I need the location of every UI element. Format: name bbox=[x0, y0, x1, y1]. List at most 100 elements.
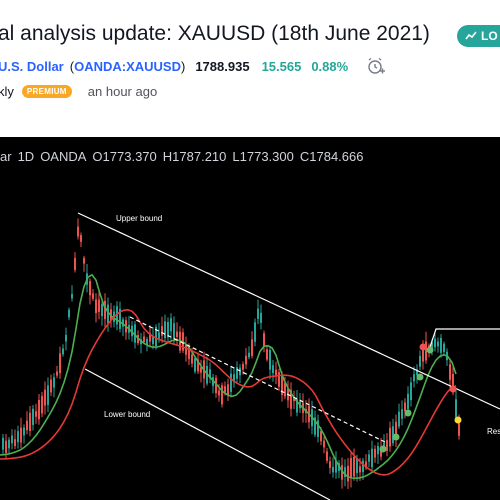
candle-body bbox=[158, 332, 160, 339]
dashed-trendline bbox=[129, 316, 386, 443]
low-value: 1773.300 bbox=[239, 149, 294, 164]
candle-body bbox=[143, 336, 145, 343]
legend-exchange: OANDA bbox=[40, 149, 87, 164]
last-price: 1788.935 bbox=[195, 58, 250, 74]
low-label: L bbox=[232, 149, 240, 164]
candle-body bbox=[374, 448, 376, 458]
candle-body bbox=[161, 326, 163, 336]
buy-signal-dot bbox=[416, 373, 424, 381]
candle-body bbox=[236, 367, 238, 379]
candle-body bbox=[149, 333, 151, 342]
candle-body bbox=[398, 411, 400, 427]
candle-body bbox=[401, 409, 403, 419]
close-value: 1784.666 bbox=[309, 149, 364, 164]
lower-bound-label: Lower bound bbox=[104, 410, 150, 419]
candle-body bbox=[200, 367, 202, 373]
candle-body bbox=[107, 304, 109, 324]
price-change-percent: 0.88% bbox=[311, 58, 349, 74]
legend-close: C1784.666 bbox=[300, 149, 364, 164]
sma-slow-line bbox=[0, 308, 457, 476]
author-name[interactable]: kly bbox=[0, 84, 14, 99]
candle-body bbox=[155, 326, 157, 347]
symbol-name-link[interactable]: U.S. Dollar bbox=[0, 58, 64, 74]
candle-body bbox=[257, 308, 259, 319]
candle-body bbox=[344, 467, 346, 477]
legend-low: L1773.300 bbox=[232, 149, 293, 164]
candle-body bbox=[422, 349, 424, 362]
candle-body bbox=[77, 226, 79, 237]
candle-body bbox=[233, 374, 235, 383]
resistance-label: Res bbox=[487, 427, 500, 436]
resistance-line bbox=[429, 328, 500, 348]
candle-body bbox=[296, 399, 298, 413]
candle-body bbox=[221, 385, 223, 405]
candle-body bbox=[320, 431, 322, 442]
open-value: 1773.370 bbox=[102, 149, 157, 164]
candle-body bbox=[26, 420, 28, 431]
candle-body bbox=[356, 458, 358, 474]
candle-body bbox=[62, 348, 64, 355]
candle-body bbox=[278, 372, 280, 387]
candle-body bbox=[50, 379, 52, 393]
candle-body bbox=[152, 336, 154, 345]
sell-signal-dot bbox=[419, 343, 427, 351]
candle-body bbox=[230, 373, 232, 392]
candle-body bbox=[11, 435, 13, 444]
candle-body bbox=[245, 355, 247, 365]
candle-body bbox=[146, 339, 148, 346]
candle-body bbox=[395, 421, 397, 438]
candle-body bbox=[191, 354, 193, 364]
candle-body bbox=[215, 377, 217, 394]
ticker-link[interactable]: OANDA:XAUUSD bbox=[74, 58, 181, 74]
candle-body bbox=[281, 375, 283, 396]
candle-body bbox=[329, 461, 331, 468]
candle-body bbox=[269, 349, 271, 370]
chart-legend: ar 1D OANDA O1773.370 H1787.210 L1773.30… bbox=[0, 149, 364, 164]
alarm-clock-icon[interactable] bbox=[366, 56, 386, 76]
candle-body bbox=[386, 440, 388, 451]
published-time: an hour ago bbox=[87, 84, 158, 99]
candle-body bbox=[35, 411, 37, 417]
buy-signal-dot bbox=[404, 409, 412, 417]
candle-body bbox=[71, 293, 73, 299]
candle-body bbox=[449, 364, 451, 380]
candle-body bbox=[452, 373, 454, 393]
candle-body bbox=[272, 365, 274, 374]
sma-fast-line bbox=[0, 273, 457, 480]
candle-body bbox=[209, 369, 211, 379]
candle-body bbox=[368, 454, 370, 462]
trend-up-icon bbox=[465, 31, 477, 40]
candle-body bbox=[359, 466, 361, 473]
candle-body bbox=[350, 458, 352, 478]
candle-body bbox=[65, 334, 67, 342]
candle-body bbox=[80, 235, 82, 242]
high-label: H bbox=[162, 149, 173, 164]
candle-body bbox=[14, 439, 16, 447]
candle-body bbox=[29, 412, 31, 431]
legend-open: O1773.370 bbox=[92, 149, 156, 164]
candle-body bbox=[170, 318, 172, 332]
candle-body bbox=[194, 358, 196, 372]
candle-body bbox=[218, 390, 220, 396]
long-direction-badge: LO bbox=[457, 25, 500, 47]
candle-body bbox=[92, 293, 94, 299]
candle-body bbox=[41, 395, 43, 414]
candle-body bbox=[284, 382, 286, 397]
chart-snapshot[interactable]: Upper bound Lower bound Res ar 1D OANDA O1… bbox=[0, 137, 500, 500]
candle-body bbox=[404, 402, 406, 412]
candle-body bbox=[74, 258, 76, 270]
idea-meta: kly PREMIUM an hour ago bbox=[0, 84, 157, 99]
candle-body bbox=[332, 467, 334, 473]
candle-body bbox=[335, 460, 337, 473]
candle-body bbox=[371, 448, 373, 468]
candle-body bbox=[5, 440, 7, 453]
candle-body bbox=[56, 371, 58, 376]
candle-body bbox=[98, 299, 100, 312]
candle-body bbox=[347, 465, 349, 482]
symbol-row: U.S. Dollar (OANDA:XAUUSD) 1788.935 15.5… bbox=[0, 56, 386, 76]
candle-body bbox=[419, 355, 421, 367]
candle-body bbox=[251, 339, 253, 356]
close-label: C bbox=[299, 149, 310, 164]
ticker-close-paren: ) bbox=[180, 58, 186, 74]
candle-body bbox=[254, 322, 256, 342]
